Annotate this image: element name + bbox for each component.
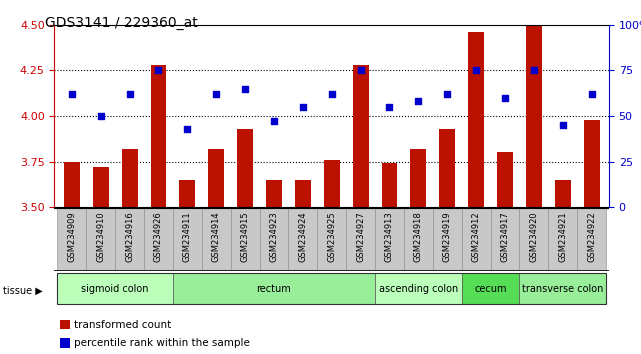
Bar: [381, 163, 397, 207]
Point: [153, 68, 163, 73]
Text: GSM234915: GSM234915: [240, 211, 249, 262]
Text: GSM234924: GSM234924: [298, 211, 307, 262]
Point: [558, 122, 568, 128]
Point: [385, 104, 395, 110]
Text: transformed count: transformed count: [74, 320, 172, 330]
Text: GSM234916: GSM234916: [125, 211, 134, 262]
Text: percentile rank within the sample: percentile rank within the sample: [74, 338, 251, 348]
Bar: [462, 208, 490, 271]
Bar: [555, 180, 570, 207]
Bar: [64, 161, 79, 207]
Bar: [433, 208, 462, 271]
Bar: [490, 208, 519, 271]
Text: GDS3141 / 229360_at: GDS3141 / 229360_at: [46, 16, 198, 30]
Bar: [404, 208, 433, 271]
Text: GSM234919: GSM234919: [443, 211, 452, 262]
Text: rectum: rectum: [256, 284, 292, 294]
Point: [326, 91, 337, 97]
Point: [124, 91, 135, 97]
Bar: [462, 273, 519, 304]
Bar: [439, 129, 455, 207]
Text: GSM234917: GSM234917: [501, 211, 510, 262]
Point: [587, 91, 597, 97]
Text: GSM234927: GSM234927: [356, 211, 365, 262]
Bar: [548, 208, 577, 271]
Bar: [526, 25, 542, 207]
Point: [442, 91, 453, 97]
Text: GSM234921: GSM234921: [558, 211, 567, 262]
Bar: [231, 208, 260, 271]
Bar: [295, 180, 311, 207]
Bar: [202, 208, 231, 271]
Bar: [519, 208, 548, 271]
Bar: [115, 208, 144, 271]
Bar: [577, 208, 606, 271]
Bar: [179, 180, 196, 207]
Text: GSM234912: GSM234912: [472, 211, 481, 262]
Point: [240, 86, 250, 91]
Bar: [208, 149, 224, 207]
Text: GSM234922: GSM234922: [587, 211, 596, 262]
Text: cecum: cecum: [474, 284, 507, 294]
Bar: [519, 273, 606, 304]
Point: [356, 68, 366, 73]
Text: GSM234913: GSM234913: [385, 211, 394, 262]
Bar: [317, 208, 346, 271]
Bar: [375, 208, 404, 271]
Text: GSM234909: GSM234909: [67, 211, 76, 262]
Point: [211, 91, 221, 97]
Bar: [266, 180, 282, 207]
Text: GSM234920: GSM234920: [529, 211, 538, 262]
Point: [529, 68, 539, 73]
Bar: [353, 65, 369, 207]
Text: sigmoid colon: sigmoid colon: [81, 284, 149, 294]
Text: ascending colon: ascending colon: [379, 284, 458, 294]
Text: GSM234926: GSM234926: [154, 211, 163, 262]
Bar: [173, 273, 375, 304]
Bar: [58, 208, 87, 271]
Text: GSM234925: GSM234925: [327, 211, 337, 262]
Bar: [58, 273, 173, 304]
Bar: [93, 167, 108, 207]
Text: tissue ▶: tissue ▶: [3, 286, 43, 296]
Point: [182, 126, 192, 132]
Bar: [324, 160, 340, 207]
Bar: [288, 208, 317, 271]
Point: [471, 68, 481, 73]
Point: [67, 91, 77, 97]
Point: [500, 95, 510, 101]
Bar: [60, 320, 70, 329]
Bar: [60, 338, 70, 348]
Bar: [346, 208, 375, 271]
Text: transverse colon: transverse colon: [522, 284, 603, 294]
Point: [269, 119, 279, 124]
Bar: [237, 129, 253, 207]
Bar: [497, 153, 513, 207]
Bar: [468, 32, 484, 207]
Text: GSM234910: GSM234910: [96, 211, 105, 262]
Bar: [122, 149, 138, 207]
Point: [413, 98, 424, 104]
Bar: [173, 208, 202, 271]
Bar: [144, 208, 173, 271]
Text: GSM234914: GSM234914: [212, 211, 221, 262]
Point: [96, 113, 106, 119]
Text: GSM234923: GSM234923: [269, 211, 278, 262]
Text: GSM234918: GSM234918: [414, 211, 423, 262]
Bar: [151, 65, 167, 207]
Point: [297, 104, 308, 110]
Bar: [410, 149, 426, 207]
Text: GSM234911: GSM234911: [183, 211, 192, 262]
Bar: [375, 273, 462, 304]
Bar: [260, 208, 288, 271]
Bar: [584, 120, 599, 207]
Bar: [87, 208, 115, 271]
